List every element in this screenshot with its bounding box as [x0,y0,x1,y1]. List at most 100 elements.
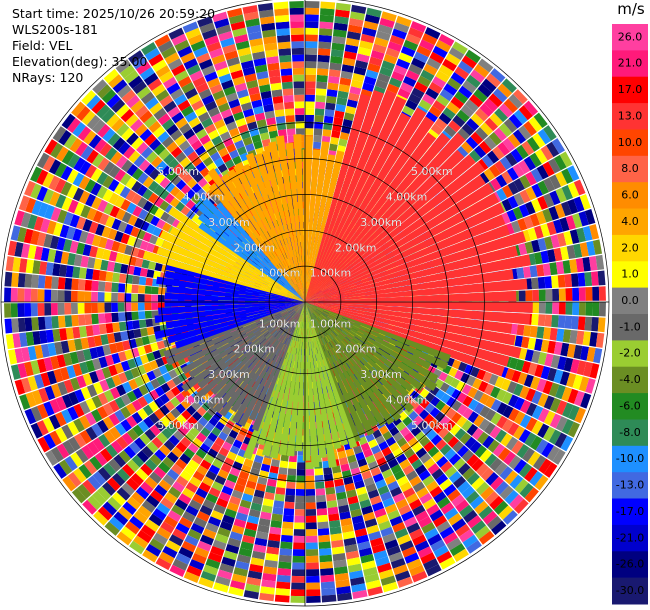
noise-gate [381,60,396,71]
noise-gate [444,419,456,432]
noise-gate [364,518,378,528]
noise-gate [44,204,55,220]
noise-gate [333,478,344,487]
noise-gate [168,434,180,447]
noise-gate [584,271,593,287]
noise-gate [507,195,519,209]
noise-gate [438,33,455,47]
noise-gate [564,315,573,329]
noise-gate [551,138,566,154]
noise-gate [422,498,437,511]
noise-gate [23,228,34,244]
noise-gate [91,280,99,292]
noise-gate [175,441,188,453]
noise-gate [559,151,573,168]
noise-gate [490,412,502,426]
noise-gate [395,498,409,510]
noise-gate [416,45,432,58]
noise-gate [187,150,199,162]
noise-gate [327,506,339,515]
noise-gate [547,249,556,263]
noise-gate [558,302,566,315]
noise-gate [389,34,405,46]
noise-gate [519,414,532,429]
noise-gate [67,199,79,214]
noise-gate [52,263,61,277]
noise-gate [153,408,165,420]
noise-gate [248,508,261,518]
noise-gate [166,123,179,136]
noise-gate [159,200,170,211]
noise-gate [517,372,528,385]
noise-gate [85,398,97,412]
noise-gate [135,468,149,481]
noise-gate [86,384,98,398]
noise-gate [144,133,157,146]
noise-gate [461,123,475,136]
noise-gate [548,429,562,445]
noise-gate [17,288,25,302]
noise-gate [524,432,537,447]
noise-gate [291,575,305,583]
noise-gate [208,416,219,427]
noise-gate [141,336,150,346]
noise-gate [582,225,593,242]
noise-gate [361,470,373,480]
noise-gate [241,493,254,503]
noise-gate [162,456,175,469]
noise-gate [569,229,580,244]
noise-gate [542,327,552,340]
noise-gate [461,485,476,499]
noise-gate [214,436,225,447]
noise-gate [501,419,514,433]
noise-gate [537,423,550,439]
noise-gate [343,50,357,60]
noise-gate [368,439,378,449]
noise-gate [494,108,509,123]
noise-gate [182,145,195,157]
noise-gate [573,179,586,196]
noise-gate [70,452,84,468]
noise-gate [563,231,573,246]
noise-gate [88,221,99,234]
noise-gate [462,407,474,420]
noise-gate [524,487,539,503]
noise-gate [509,474,524,490]
noise-gate [58,130,72,146]
noise-gate [76,375,87,389]
noise-gate [344,544,358,553]
noise-gate [111,491,126,506]
noise-gate [84,164,97,179]
noise-gate [20,243,31,259]
noise-gate [226,473,238,484]
noise-gate [321,135,331,144]
noise-gate [111,302,118,313]
noise-gate [545,289,553,301]
noise-gate [260,463,271,473]
noise-gate [556,261,565,275]
noise-gate [154,34,171,48]
noise-gate [326,89,338,98]
noise-gate [417,546,433,559]
noise-gate [192,470,205,482]
noise-gate [77,483,92,499]
noise-gate [445,52,461,66]
noise-gate [96,171,109,185]
noise-gate [446,101,460,115]
noise-gate [331,546,345,555]
noise-gate [37,436,51,453]
noise-gate [166,141,179,153]
noise-gate [578,376,590,392]
noise-gate [197,111,211,123]
noise-gate [179,470,193,482]
noise-gate [255,531,269,540]
noise-gate [175,403,186,414]
noise-gate [105,215,116,228]
noise-gate [490,476,504,491]
noise-gate [40,218,51,233]
noise-gate [426,128,439,141]
noise-gate [447,436,460,448]
noise-gate [573,243,583,258]
noise-gate [183,128,196,140]
noise-gate [117,283,126,293]
